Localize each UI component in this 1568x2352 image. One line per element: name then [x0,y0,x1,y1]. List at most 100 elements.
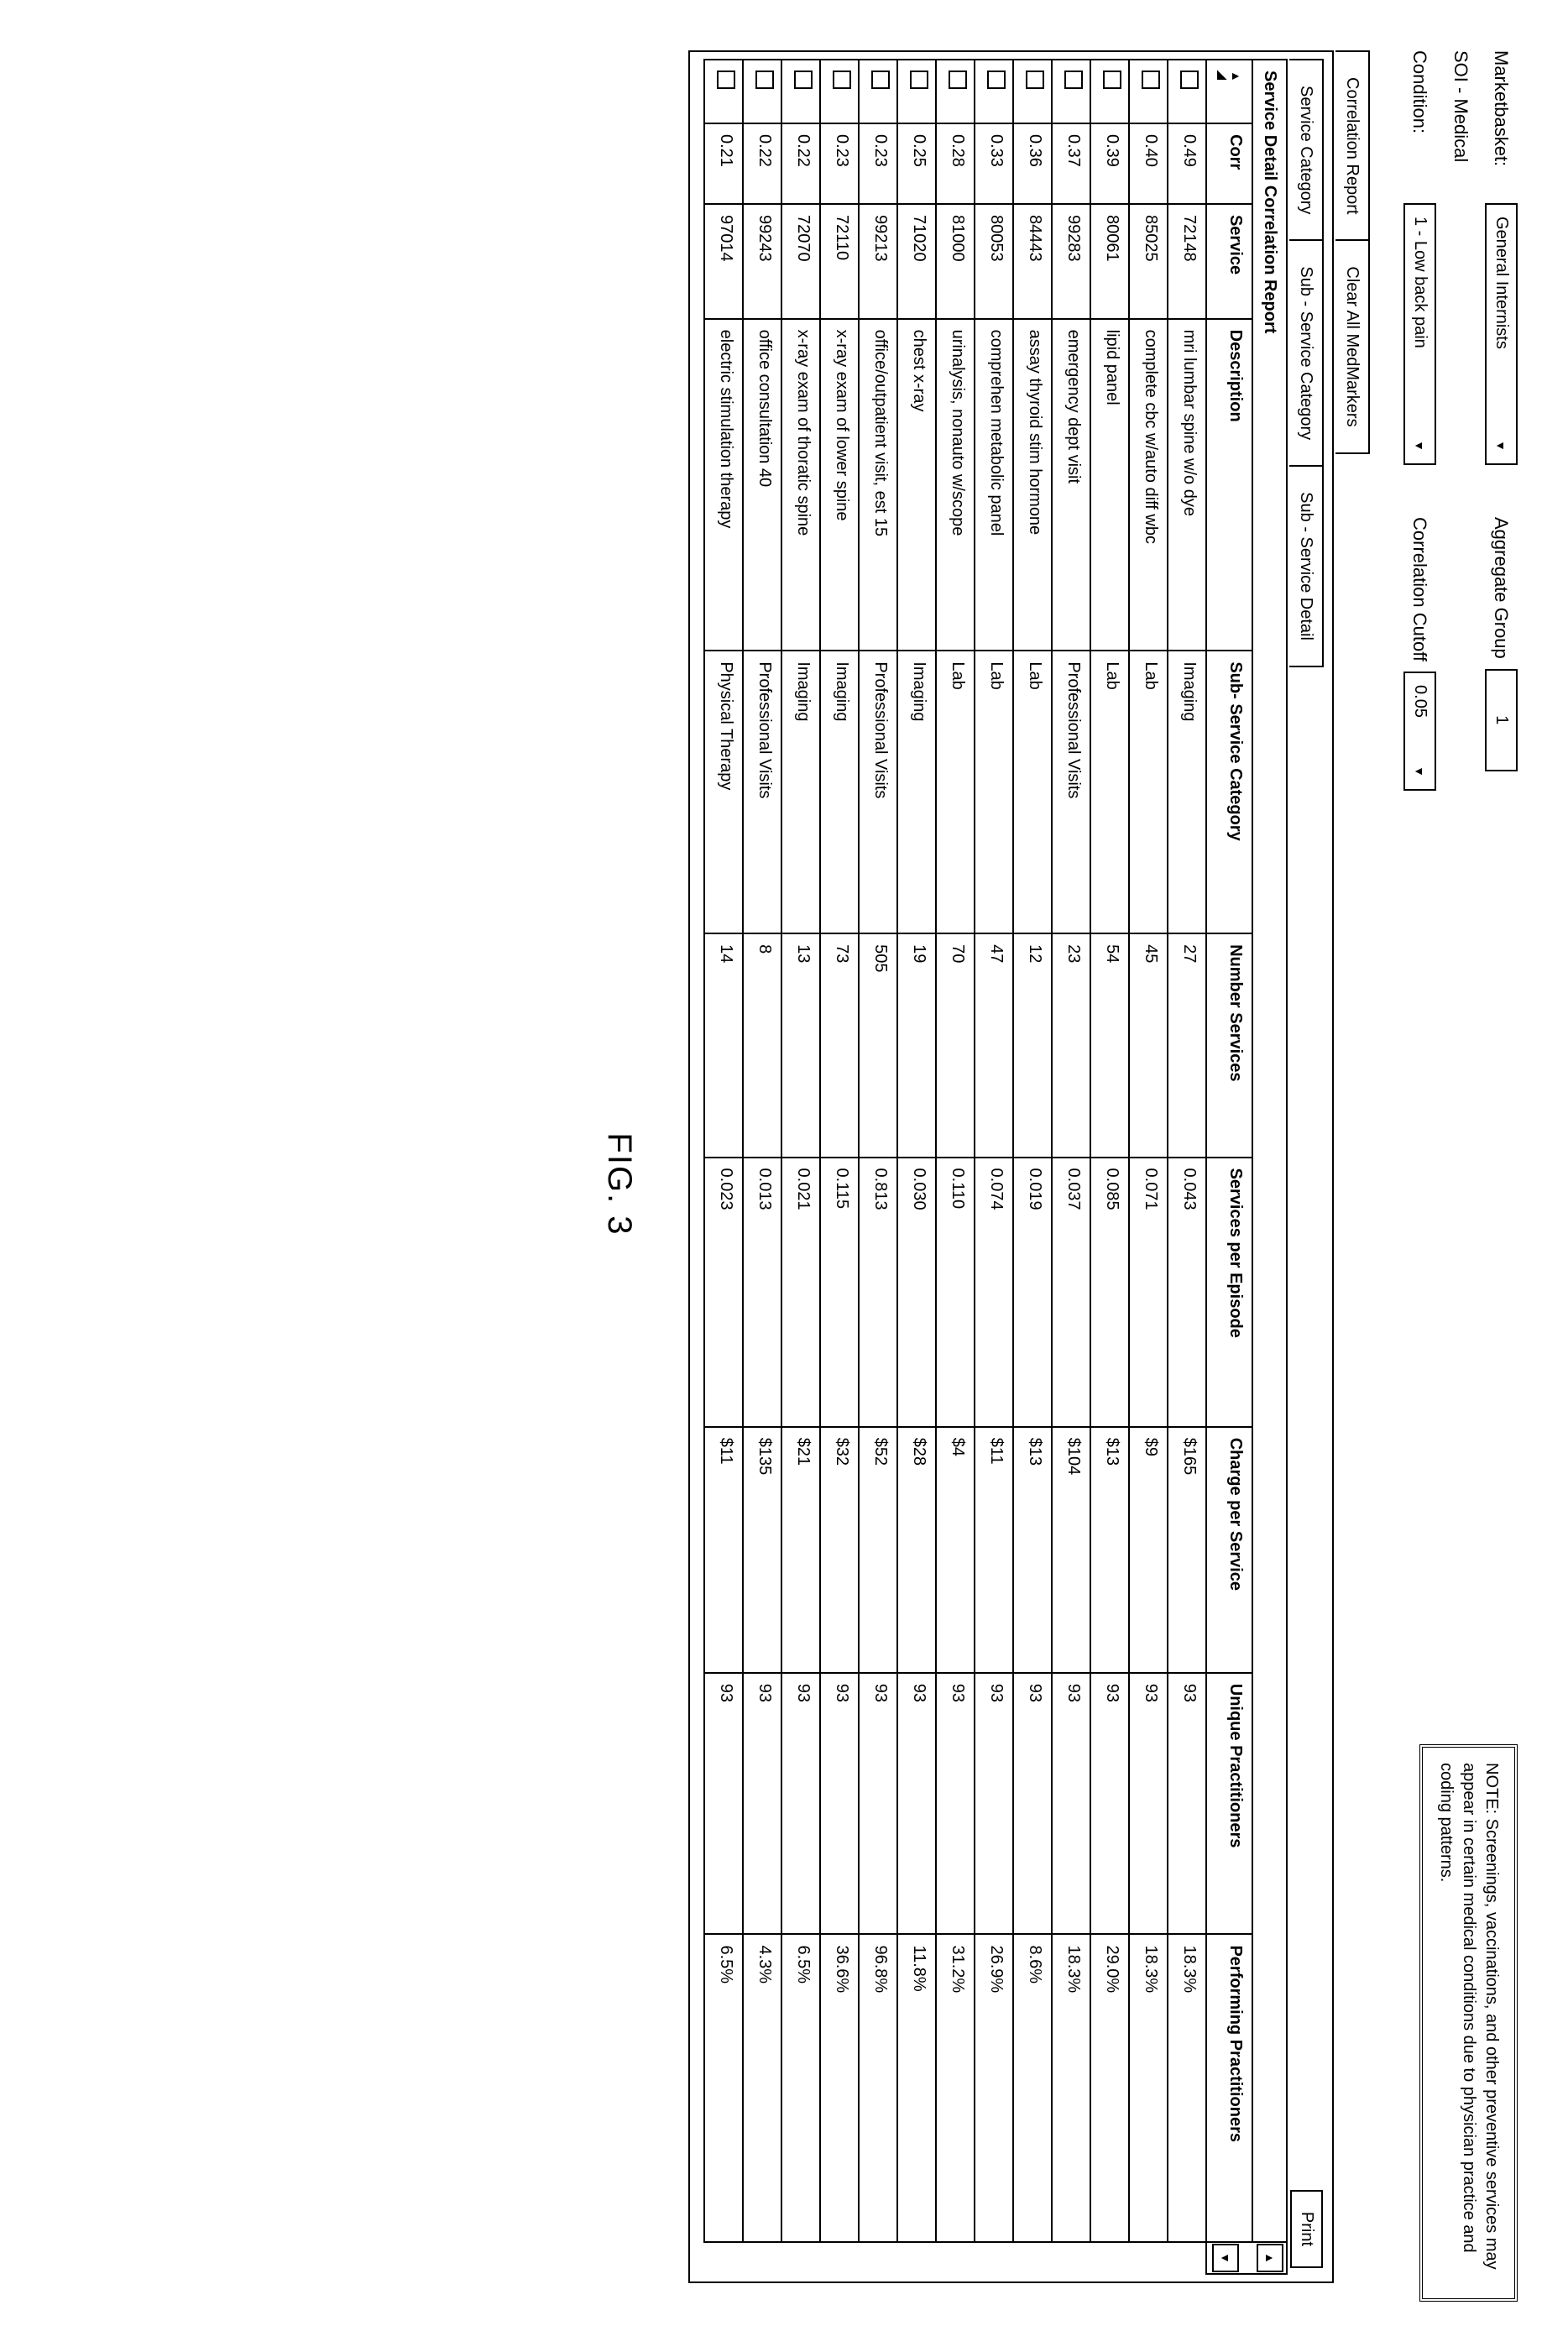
cell-charge: $165 [1168,1427,1206,1673]
row-checkbox[interactable] [743,60,781,123]
cell-description: assay thyroid stim hormone [1013,319,1052,651]
soi-label: SOI - Medical [1450,50,1471,193]
cell-services-per-episode: 0.074 [975,1158,1013,1427]
cell-unique: 93 [1013,1673,1052,1935]
table-row[interactable]: 0.2299243office consultation 40Professio… [743,60,781,2274]
row-checkbox[interactable] [859,60,897,123]
table-row[interactable]: 0.4972148mri lumbar spine w/o dyeImaging… [1168,60,1206,2274]
cell-corr: 0.22 [781,123,820,204]
col-description[interactable]: Description [1206,319,1252,651]
row-checkbox[interactable] [1090,60,1129,123]
cell-description: office consultation 40 [743,319,781,651]
cell-number-services: 54 [1090,933,1129,1157]
cell-service: 80053 [975,204,1013,319]
tab-clear-medmarkers[interactable]: Clear All MedMarkers [1335,239,1370,453]
cell-services-per-episode: 0.021 [781,1158,820,1427]
aggregate-group-label: Aggregate Group [1491,517,1513,659]
row-checkbox[interactable] [1129,60,1168,123]
cell-charge: $135 [743,1427,781,1673]
col-corr[interactable]: Corr [1206,123,1252,204]
cell-number-services: 45 [1129,933,1168,1157]
tab-sub-service-category[interactable]: Sub - Service Category [1289,239,1324,467]
report-table: Service Detail Correlation Report ▲ ▼ ▲◢… [703,59,1288,2275]
cell-description: x-ray exam of thoratic spine [781,319,820,651]
cell-description: chest x-ray [897,319,936,651]
outer-tab-strip: Correlation Report Clear All MedMarkers [1335,50,1370,2318]
correlation-cutoff-value: 0.05 [1410,685,1429,718]
cell-number-services: 70 [936,933,975,1157]
tab-sub-service-detail[interactable]: Sub - Service Detail [1289,465,1324,667]
cell-corr: 0.25 [897,123,936,204]
table-row[interactable]: 0.2197014electric stimulation therapyPhy… [704,60,743,2274]
cell-service: 99283 [1052,204,1090,319]
tab-service-category[interactable]: Service Category [1289,59,1324,241]
row-checkbox[interactable] [781,60,820,123]
cell-performing: 96.8% [859,1934,897,2242]
cell-performing: 11.8% [897,1934,936,2242]
cell-unique: 93 [936,1673,975,1935]
row-checkbox[interactable] [975,60,1013,123]
cell-number-services: 23 [1052,933,1090,1157]
cell-services-per-episode: 0.813 [859,1158,897,1427]
col-services-per-episode[interactable]: Services per Episode [1206,1158,1252,1427]
table-row[interactable]: 0.2881000urinalysis, nonauto w/scopeLab7… [936,60,975,2274]
row-checkbox[interactable] [1052,60,1090,123]
row-checkbox[interactable] [704,60,743,123]
cell-services-per-episode: 0.019 [1013,1158,1052,1427]
cell-service: 81000 [936,204,975,319]
cell-corr: 0.28 [936,123,975,204]
col-charge-per-service[interactable]: Charge per Service [1206,1427,1252,1673]
correlation-cutoff-dropdown[interactable]: 0.05 ▼ [1403,672,1436,791]
tab-correlation-report[interactable]: Correlation Report [1335,50,1370,241]
cell-services-per-episode: 0.110 [936,1158,975,1427]
table-header-row: ▲◢ Corr Service Description Sub- Service… [1206,60,1252,2274]
col-unique-practitioners[interactable]: Unique Practitioners [1206,1673,1252,1935]
sort-icon-header[interactable]: ▲◢ [1206,60,1252,123]
cell-unique: 93 [1129,1673,1168,1935]
table-row[interactable]: 0.2272070x-ray exam of thoratic spineIma… [781,60,820,2274]
cell-subservice: Lab [1090,651,1129,933]
cell-subservice: Imaging [897,651,936,933]
col-subservice[interactable]: Sub- Service Category [1206,651,1252,933]
cell-performing: 36.6% [820,1934,859,2242]
cell-corr: 0.23 [859,123,897,204]
table-row[interactable]: 0.3980061lipid panelLab540.085$139329.0% [1090,60,1129,2274]
col-number-services[interactable]: Number Services [1206,933,1252,1157]
table-row[interactable]: 0.3380053comprehen metabolic panelLab470… [975,60,1013,2274]
scroll-down-icon[interactable]: ▼ [1212,2244,1239,2272]
aggregate-group-input[interactable]: 1 [1485,669,1518,771]
row-checkbox[interactable] [1168,60,1206,123]
condition-dropdown[interactable]: 1 - Low back pain ▼ [1403,203,1436,465]
cell-service: 99213 [859,204,897,319]
row-checkbox[interactable] [1013,60,1052,123]
cell-performing: 4.3% [743,1934,781,2242]
cell-services-per-episode: 0.037 [1052,1158,1090,1427]
cell-service: 72110 [820,204,859,319]
table-row[interactable]: 0.3684443assay thyroid stim hormoneLab12… [1013,60,1052,2274]
marketbasket-dropdown[interactable]: General Internists ▼ [1485,203,1518,465]
table-row[interactable]: 0.2372110x-ray exam of lower spineImagin… [820,60,859,2274]
row-checkbox[interactable] [897,60,936,123]
table-row[interactable]: 0.4085025complete cbc w/auto diff wbcLab… [1129,60,1168,2274]
cell-unique: 93 [704,1673,743,1935]
cell-charge: $21 [781,1427,820,1673]
cell-description: comprehen metabolic panel [975,319,1013,651]
table-row[interactable]: 0.3799283emergency dept visitProfessiona… [1052,60,1090,2274]
table-row[interactable]: 0.2399213office/outpatient visit, est 15… [859,60,897,2274]
print-button[interactable]: Print [1290,2190,1323,2268]
scrollbar[interactable]: ▲ ▼ [1206,2242,1287,2274]
chevron-down-icon: ▼ [1414,440,1427,452]
inner-tab-strip: Service Category Sub - Service Category … [1289,59,1324,2190]
cell-service: 85025 [1129,204,1168,319]
cell-charge: $9 [1129,1427,1168,1673]
table-row[interactable]: 0.2571020chest x-rayImaging190.030$28931… [897,60,936,2274]
cell-subservice: Imaging [820,651,859,933]
row-checkbox[interactable] [936,60,975,123]
col-service[interactable]: Service [1206,204,1252,319]
cell-description: emergency dept visit [1052,319,1090,651]
scroll-up-icon[interactable]: ▲ [1257,2244,1283,2272]
condition-label: Condition: [1409,50,1431,193]
row-checkbox[interactable] [820,60,859,123]
col-performing-practitioners[interactable]: Performing Practitioners [1206,1934,1252,2242]
cell-service: 80061 [1090,204,1129,319]
